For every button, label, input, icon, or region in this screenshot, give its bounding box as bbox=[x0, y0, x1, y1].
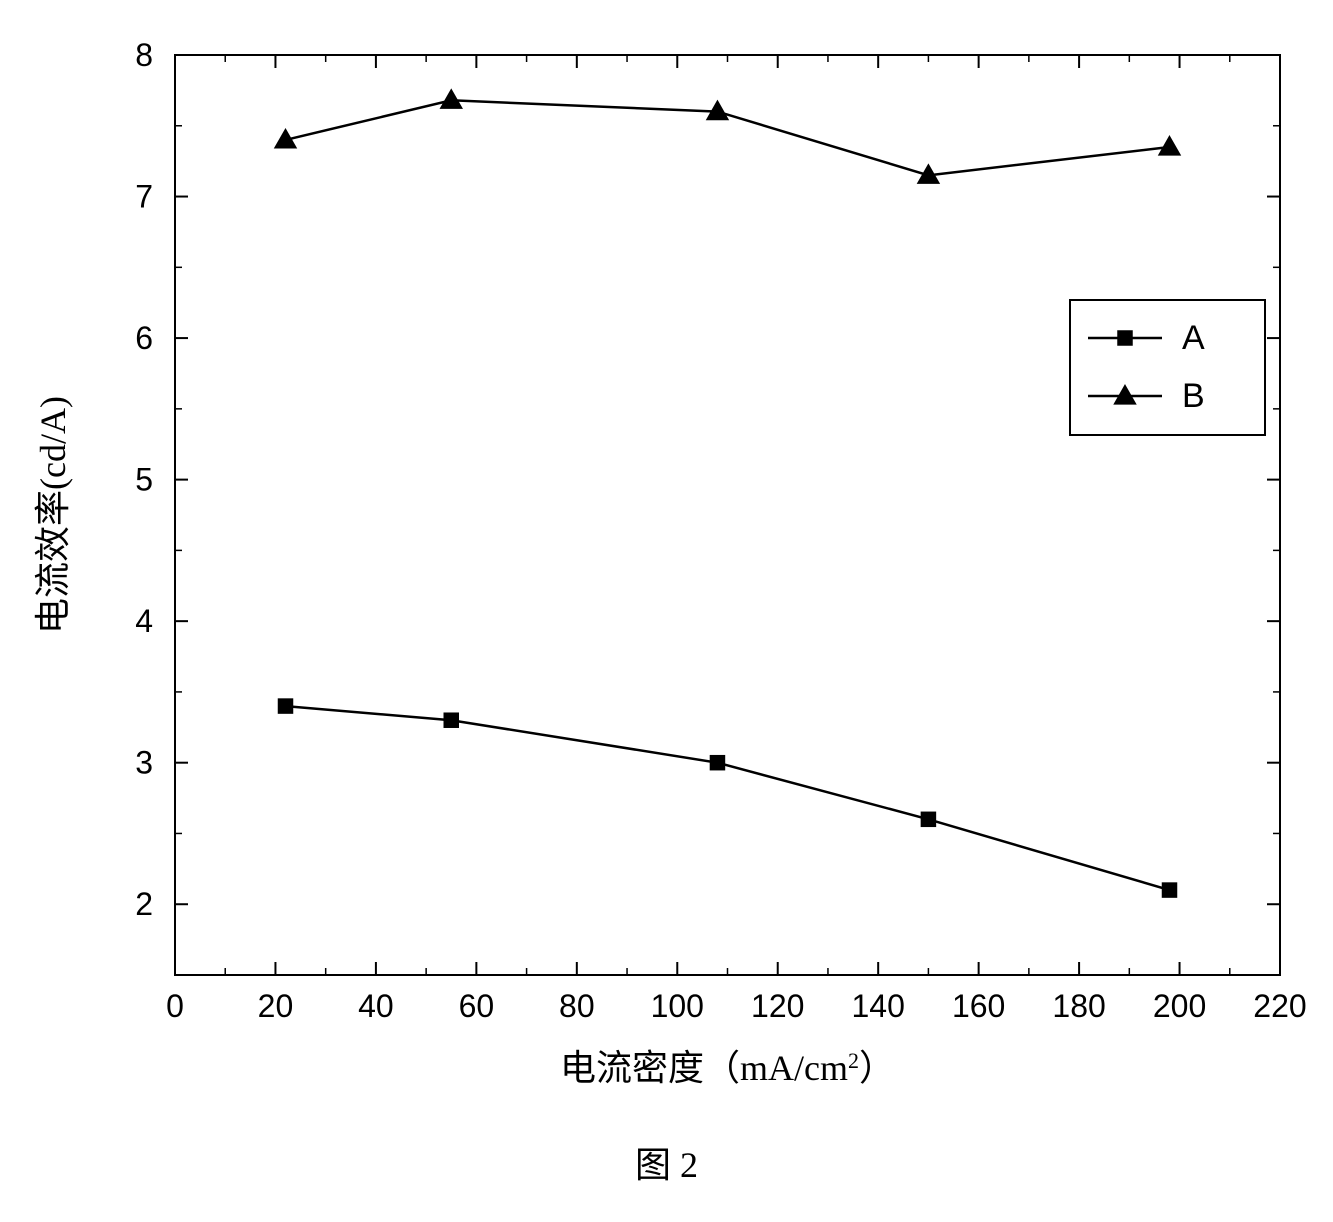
y-tick-label: 4 bbox=[135, 603, 153, 639]
x-tick-label: 60 bbox=[459, 988, 495, 1024]
x-tick-label: 40 bbox=[358, 988, 394, 1024]
x-tick-label: 20 bbox=[258, 988, 294, 1024]
legend-A-label: A bbox=[1182, 319, 1205, 357]
series-A-line bbox=[286, 706, 1170, 890]
chart-container: 0 20 40 60 80 100 120 140 160 180 200 220 2 3 4 5 6 7 8 电流密… bbox=[0, 20, 1333, 1202]
chart-svg: 0 20 40 60 80 100 120 140 160 180 200 220 2 3 4 5 6 7 8 电流密… bbox=[0, 20, 1333, 1202]
series-A-marker bbox=[279, 699, 293, 713]
y-tick-label: 7 bbox=[135, 179, 153, 215]
series-A-marker bbox=[710, 756, 724, 770]
x-tick-label: 180 bbox=[1052, 988, 1105, 1024]
figure-caption: 图 2 bbox=[635, 1145, 698, 1185]
series-B-marker bbox=[441, 90, 462, 108]
x-tick-label: 100 bbox=[651, 988, 704, 1024]
legend-A-marker bbox=[1118, 331, 1132, 345]
x-tick-label: 160 bbox=[952, 988, 1005, 1024]
x-tick-label: 120 bbox=[751, 988, 804, 1024]
y-tick-label: 8 bbox=[135, 37, 153, 73]
series-B-line bbox=[286, 100, 1170, 175]
plot-border bbox=[175, 55, 1280, 975]
x-tick-label: 220 bbox=[1253, 988, 1306, 1024]
y-tick-label: 6 bbox=[135, 320, 153, 356]
x-tick-label: 200 bbox=[1153, 988, 1206, 1024]
x-tick-label: 140 bbox=[851, 988, 904, 1024]
x-tick-label: 0 bbox=[166, 988, 184, 1024]
series-A-marker bbox=[444, 713, 458, 727]
y-tick-label: 5 bbox=[135, 462, 153, 498]
series-B-marker bbox=[1159, 137, 1180, 155]
legend-box bbox=[1070, 300, 1265, 435]
legend-B-label: B bbox=[1182, 377, 1205, 415]
x-axis-label: 电流密度（mA/cm2） bbox=[560, 1048, 895, 1088]
x-tick-label: 80 bbox=[559, 988, 595, 1024]
y-axis-label: 电流效率(cd/A) bbox=[33, 396, 73, 634]
series-A-marker bbox=[1163, 883, 1177, 897]
y-tick-label: 2 bbox=[135, 886, 153, 922]
y-tick-label: 3 bbox=[135, 745, 153, 781]
series-A-marker bbox=[921, 812, 935, 826]
